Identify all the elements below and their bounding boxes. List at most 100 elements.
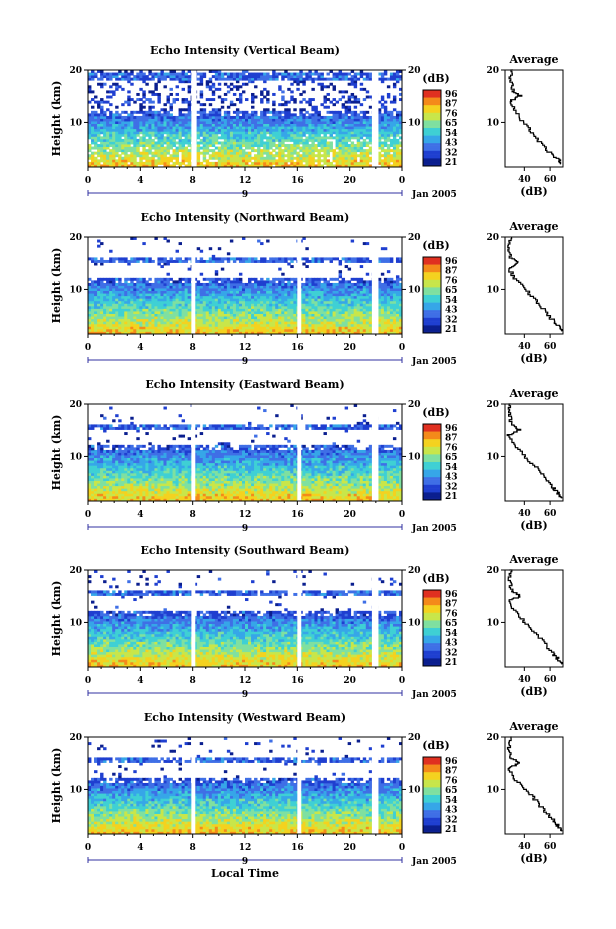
x-tick-label: 12 [239,343,252,353]
date-label: Jan 2005 [411,690,457,700]
colorbar-swatch [423,463,441,467]
colorbar-swatch [423,327,441,330]
colorbar-swatch [423,639,441,642]
colorbar-swatch [423,118,441,121]
x-tick-label: 8 [190,676,196,686]
colorbar-swatch [423,781,441,784]
colorbar-swatch [423,323,441,326]
colorbar-swatch [423,643,441,646]
colorbar-swatch [423,315,441,319]
y-tick-label-right: 10 [408,785,421,795]
colorbar-swatch [423,431,441,434]
x-tick-label: 16 [291,510,304,520]
colorbar-swatch [423,815,441,819]
colorbar-swatch [423,147,441,150]
colorbar-swatch [423,629,441,633]
colorbar-swatch [423,648,441,652]
colorbar-tick-label: 96 [445,257,458,267]
average-y-tick-label: 10 [486,618,499,628]
colorbar-tick-label: 65 [445,786,458,796]
day-marker-label: 9 [242,357,248,367]
panel-title: Echo Intensity (Westward Beam) [144,711,346,724]
colorbar-swatch [423,289,441,292]
y-tick-label: 20 [69,66,82,76]
panel-title: Echo Intensity (Vertical Beam) [150,44,340,57]
data-gap [371,570,379,667]
y-tick-label-right: 20 [408,66,421,76]
colorbar-swatch [423,257,441,260]
average-x-label: (dB) [520,685,547,698]
colorbar-swatch [423,817,441,820]
y-axis-label: Height (km) [50,415,63,491]
data-gap [191,737,196,834]
colorbar-swatch [423,103,441,106]
colorbar-swatch [423,433,441,436]
colorbar-swatch [423,795,441,798]
colorbar-swatch [423,97,441,100]
heatmap-cells [88,70,403,168]
colorbar-tick-label: 32 [445,315,458,325]
y-tick-label-right: 20 [408,566,421,576]
colorbar-swatch [423,329,441,332]
colorbar-swatch [423,823,441,826]
x-tick-label: 0 [399,343,405,353]
average-profile-line [508,69,562,165]
colorbar-swatch [423,762,441,765]
x-tick-label: 12 [239,843,252,853]
colorbar-swatch [423,145,441,148]
colorbar-swatch [423,819,441,822]
colorbar-swatch [423,116,441,119]
average-y-tick-label: 20 [486,566,499,576]
colorbar-swatch [423,622,441,625]
colorbar-swatch [423,647,441,650]
panel-1: Echo Intensity (Vertical Beam) 20 20 10 10 He… [50,44,564,200]
colorbar-swatch [423,802,441,805]
colorbar-tick-label: 54 [445,629,458,639]
colorbar-swatch [423,443,441,446]
colorbar-swatch [423,590,441,593]
colorbar-swatch [423,295,441,298]
colorbar-swatch [423,277,441,281]
colorbar-swatch [423,654,441,657]
colorbar-tick-label: 87 [445,767,458,777]
colorbar-swatch [423,798,441,801]
colorbar-tick-label: 87 [445,600,458,610]
colorbar-swatch [423,137,441,140]
average-profile-line [506,403,563,499]
average-x-tick-label: 40 [518,509,531,519]
colorbar-swatch [423,789,441,792]
colorbar-swatch [423,458,441,461]
x-tick-label: 20 [343,343,356,353]
x-tick-label: 4 [137,343,143,353]
x-tick-label: 16 [291,343,304,353]
colorbar-tick-label: 96 [445,590,458,600]
colorbar-swatch [423,279,441,282]
colorbar-tick-label: 96 [445,90,458,100]
data-gap [191,70,197,167]
colorbar-swatch [423,465,441,468]
colorbar-label: (dB) [422,739,449,752]
colorbar-swatch [423,325,441,328]
heatmap-cells [88,737,403,835]
average-x-tick-label: 40 [518,342,531,352]
x-tick-label: 4 [137,843,143,853]
colorbar-tick-label: 21 [445,325,458,335]
colorbar-swatch [423,296,441,300]
colorbar-tick-label: 21 [445,492,458,502]
average-frame [504,736,564,835]
colorbar-swatch [423,321,441,324]
panel-title: Echo Intensity (Eastward Beam) [145,378,344,391]
colorbar-swatch [423,618,441,621]
colorbar-swatch [423,441,441,444]
x-tick-label: 0 [85,343,91,353]
average-profile: Average 20 10 40 60(dB) [486,387,564,532]
colorbar-swatch [423,444,441,448]
colorbar-swatch [423,425,441,429]
colorbar-tick-label: 54 [445,463,458,473]
colorbar-swatch [423,479,441,482]
colorbar-swatch [423,631,441,634]
